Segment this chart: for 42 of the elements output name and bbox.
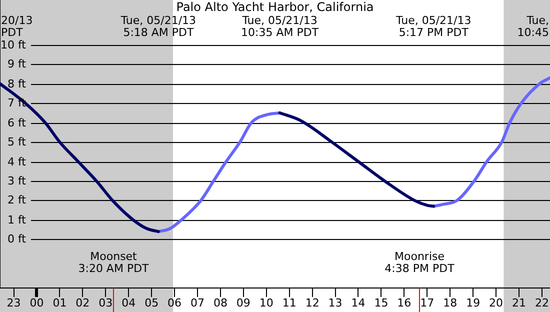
y-tick-label: 3 ft <box>8 174 27 188</box>
x-tick-label: 22 <box>534 296 549 310</box>
y-tick-label: 0 ft <box>8 232 27 246</box>
ref-line-label: Moonset 3:20 AM PDT <box>78 250 150 275</box>
y-tick-label: 9 ft <box>8 57 27 70</box>
x-tick-label: 23 <box>6 296 21 310</box>
x-tick-label: 21 <box>512 296 526 310</box>
y-tick-label: 6 ft <box>8 116 27 130</box>
chart-title: Palo Alto Yacht Harbor, California <box>176 0 374 14</box>
x-tick-label: 08 <box>213 296 228 310</box>
x-tick-label: 12 <box>305 296 320 310</box>
x-tick-label: 04 <box>122 296 136 310</box>
y-tick-label: 2 ft <box>8 193 27 206</box>
x-tick-label: 06 <box>168 296 182 310</box>
annotation: Tue, 05/21/13 5:18 AM PDT <box>120 14 196 39</box>
x-tick-label: 02 <box>76 296 90 310</box>
x-tick-label: 20 <box>489 296 504 310</box>
x-tick-label: 15 <box>374 296 388 310</box>
x-tick-label: 17 <box>420 296 434 310</box>
y-tick-label: 5 ft <box>8 135 27 148</box>
x-tick-label: 13 <box>328 296 342 310</box>
y-tick-label: 10 ft <box>0 38 27 52</box>
x-tick-label: 00 <box>30 296 44 310</box>
y-tick-label: 1 ft <box>8 213 27 226</box>
annotation: 20/13 PDT <box>1 14 33 39</box>
x-tick-label: 05 <box>144 296 159 310</box>
x-tick-label: 03 <box>98 296 113 310</box>
annotation: Tue, 05/21/13 5:17 PM PDT <box>395 14 472 39</box>
annotation: Tue, 05/21/13 10:35 AM PDT <box>241 14 319 39</box>
x-tick-label: 18 <box>443 296 458 310</box>
ref-line-label: Moonrise 4:38 PM PDT <box>384 250 455 275</box>
x-tick-label: 01 <box>52 296 67 310</box>
x-tick-label: 19 <box>466 296 480 310</box>
y-tick-label: 8 ft <box>8 77 27 90</box>
x-tick-label: 09 <box>236 296 250 310</box>
annotation: Tue, 10:45 <box>517 14 549 39</box>
x-tick-label: 10 <box>259 296 274 310</box>
y-tick-label: 4 ft <box>8 155 27 168</box>
x-tick-label: 11 <box>282 296 296 310</box>
x-tick-label: 16 <box>397 296 412 310</box>
x-tick-label: 14 <box>351 296 366 310</box>
x-tick-label: 07 <box>190 296 204 310</box>
